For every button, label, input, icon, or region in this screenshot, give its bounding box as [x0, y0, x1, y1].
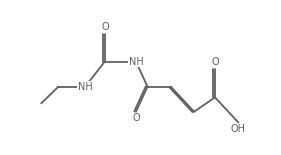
Text: O: O — [101, 22, 109, 32]
Text: O: O — [211, 57, 219, 67]
Text: OH: OH — [231, 124, 246, 134]
Text: NH: NH — [78, 82, 92, 92]
Text: O: O — [132, 113, 140, 124]
Text: NH: NH — [129, 57, 143, 66]
